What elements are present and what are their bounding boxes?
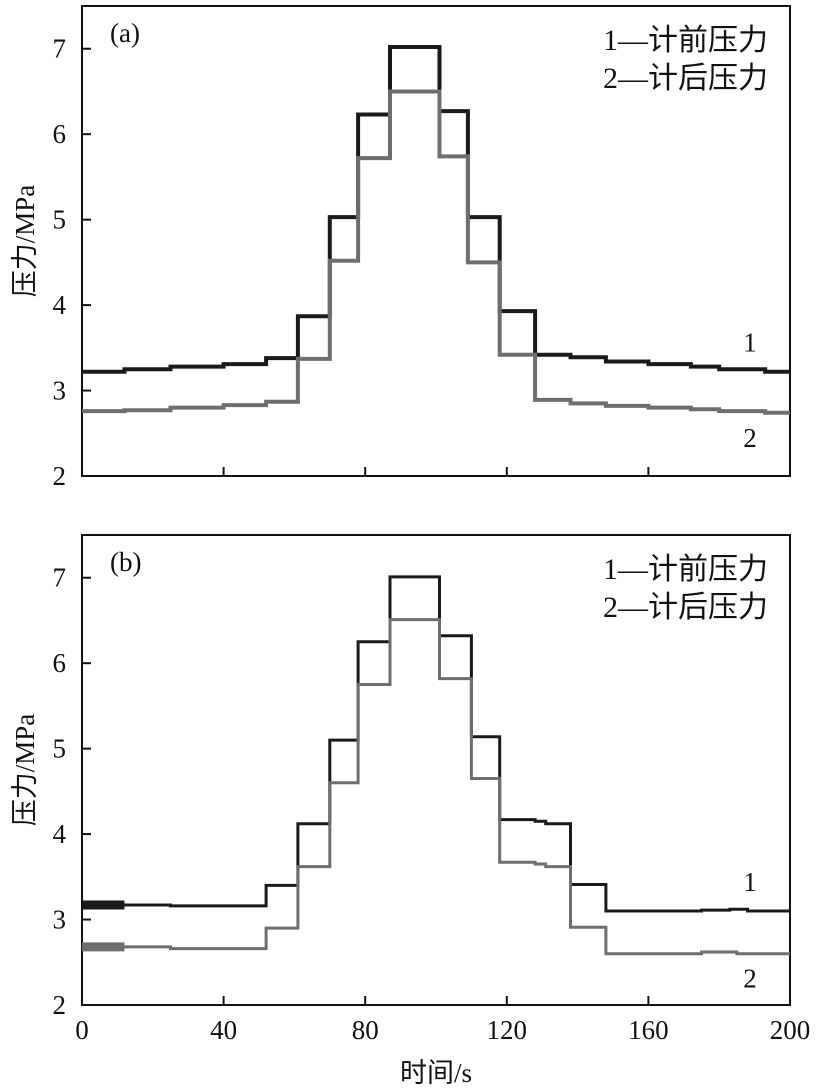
plot-frame bbox=[81, 5, 791, 477]
y-tick-label: 7 bbox=[53, 563, 67, 593]
chart-panel-a: 2 3 4 5 6 7 压力/MPa (a) 1—计前压力 2—计后压力 1 2 bbox=[10, 5, 791, 491]
legend-entry-2: 2—计后压力 bbox=[603, 591, 768, 624]
y-tick-label: 4 bbox=[53, 290, 67, 320]
y-tick-label: 5 bbox=[53, 734, 67, 764]
series-line-1 bbox=[82, 575, 790, 913]
series-line-2 bbox=[82, 89, 790, 415]
x-tick-label: 160 bbox=[628, 1015, 669, 1045]
series-line-2 bbox=[82, 618, 790, 956]
x-tick-label: 80 bbox=[352, 1015, 379, 1045]
chart-panel-b: 0 40 80 120 160 200 2 3 4 5 6 7 压力/MPa 时间/s (b) 1—计前压力 2… bbox=[10, 534, 811, 1088]
x-tick-label: 0 bbox=[75, 1015, 89, 1045]
x-tick-label: 200 bbox=[770, 1015, 811, 1045]
series-line-1 bbox=[82, 45, 790, 374]
legend-entry-1: 1—计前压力 bbox=[603, 24, 768, 57]
y-tick-label: 5 bbox=[53, 205, 67, 235]
y-tick-label: 6 bbox=[53, 119, 67, 149]
series-end-label-2: 2 bbox=[743, 964, 757, 994]
y-tick-label: 3 bbox=[53, 376, 67, 406]
y-tick-label: 2 bbox=[53, 461, 67, 491]
series-end-label-2: 2 bbox=[743, 423, 757, 453]
plot-frame bbox=[81, 534, 791, 1006]
x-tick-label: 40 bbox=[210, 1015, 237, 1045]
series-end-label-1: 1 bbox=[743, 328, 757, 358]
legend-entry-2: 2—计后压力 bbox=[603, 62, 768, 95]
panel-tag: (b) bbox=[110, 547, 141, 577]
x-tick-label: 120 bbox=[487, 1015, 528, 1045]
y-tick-label: 6 bbox=[53, 648, 67, 678]
x-axis-label: 时间/s bbox=[400, 1058, 472, 1088]
y-tick-label: 4 bbox=[53, 819, 67, 849]
y-tick-label: 2 bbox=[53, 990, 67, 1020]
y-tick-label: 7 bbox=[53, 34, 67, 64]
series-end-label-1: 1 bbox=[743, 867, 757, 897]
y-axis-label: 压力/MPa bbox=[10, 714, 40, 827]
y-tick-label: 3 bbox=[53, 905, 67, 935]
panel-tag: (a) bbox=[110, 18, 140, 48]
legend-entry-1: 1—计前压力 bbox=[603, 553, 768, 586]
y-axis-label: 压力/MPa bbox=[10, 185, 40, 298]
